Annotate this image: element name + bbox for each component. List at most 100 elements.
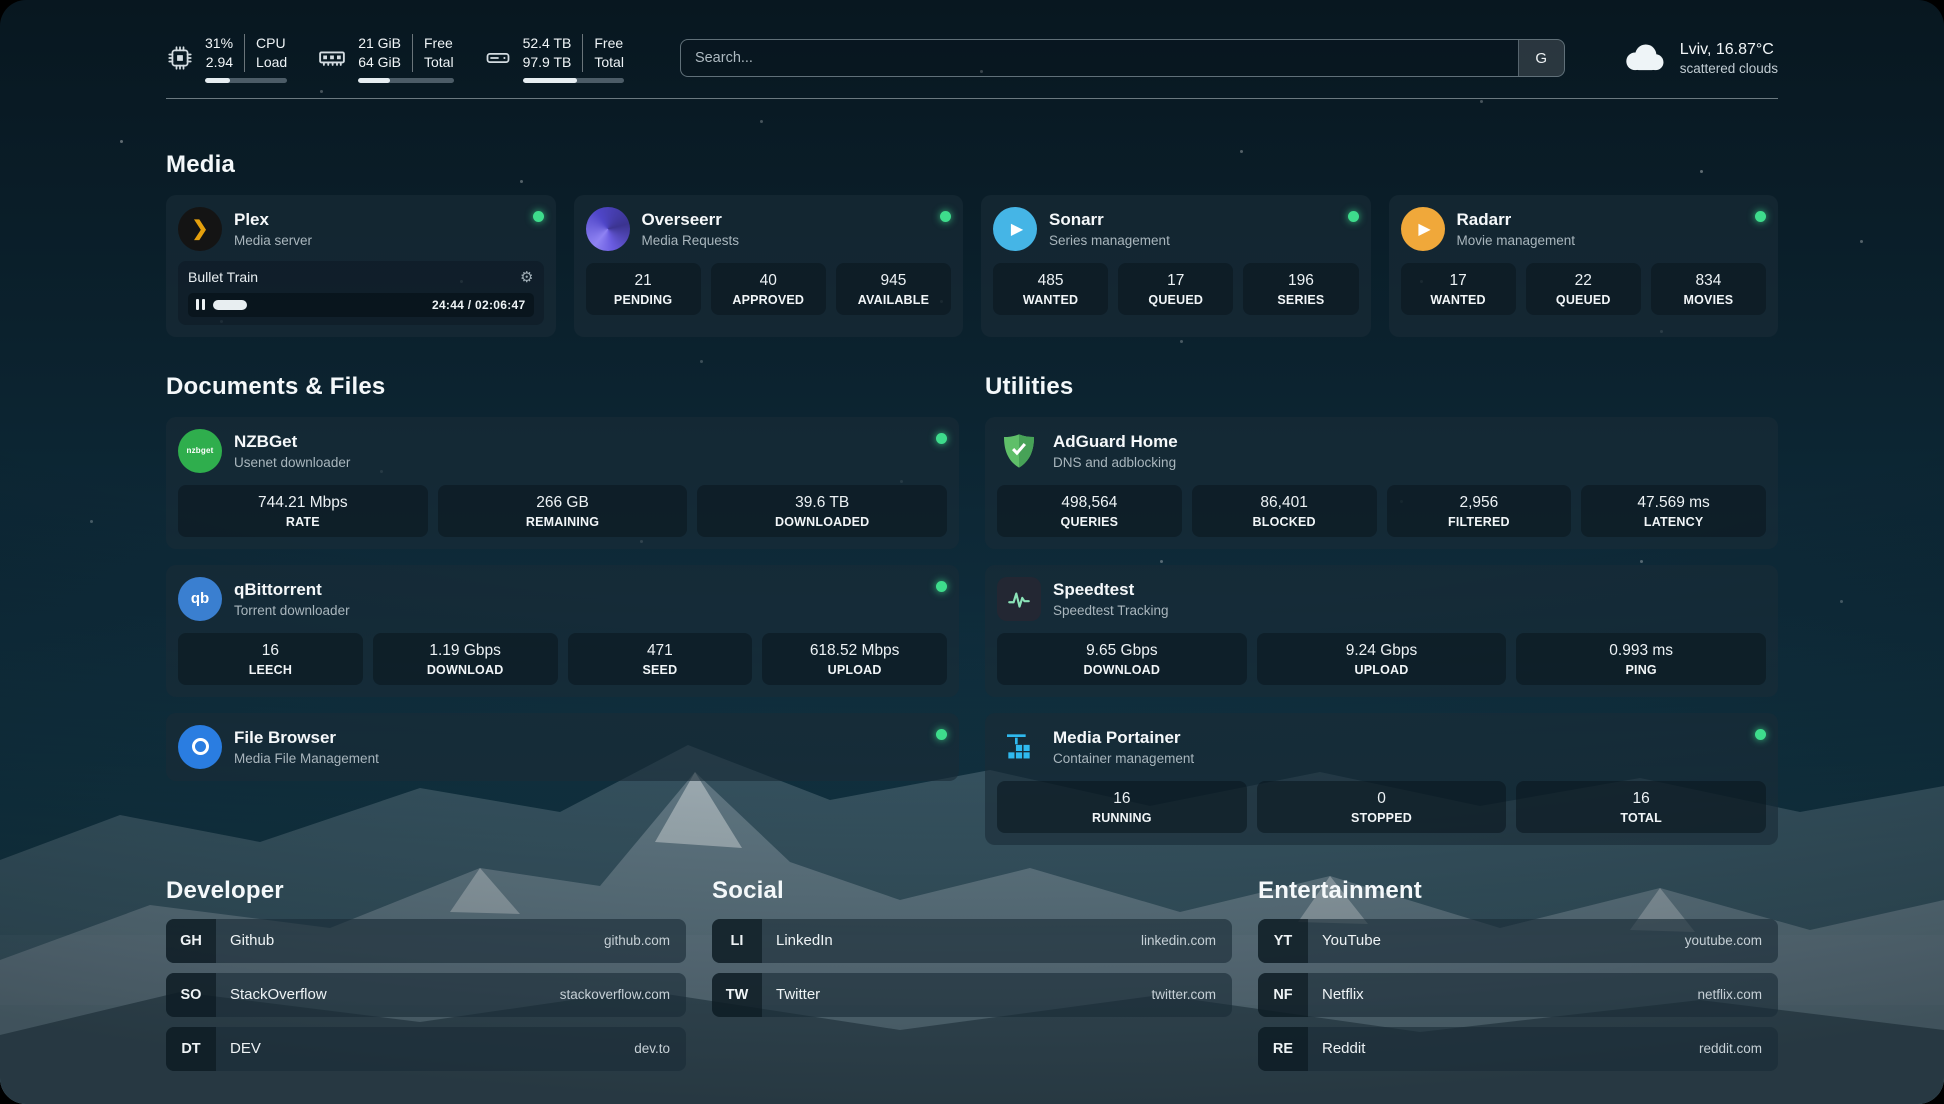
stat-label: QUEUED (1148, 292, 1204, 307)
plex-icon: ❯ (178, 206, 222, 251)
stat-value: 485 (1037, 271, 1064, 289)
bookmark-linkedin[interactable]: LI LinkedIn linkedin.com (712, 918, 1232, 963)
bookmark-netflix[interactable]: NF Netflix netflix.com (1258, 972, 1778, 1017)
stat-box: 47.569 ms LATENCY (1581, 484, 1766, 537)
bookmark-stackoverflow[interactable]: SO StackOverflow stackoverflow.com (166, 972, 686, 1017)
disk-free-label: Free (594, 35, 624, 51)
bookmark-dev[interactable]: DT DEV dev.to (166, 1026, 686, 1071)
qbittorrent-icon: qb (178, 576, 222, 621)
section-title-developer: Developer (166, 876, 284, 904)
stat-value: 16 (1632, 789, 1650, 807)
stat-box: 744.21 Mbps RATE (178, 484, 428, 537)
service-card-sonarr[interactable]: ▶ Sonarr Series management 485 WANTED (981, 194, 1371, 337)
bookmark-url: linkedin.com (1140, 933, 1216, 949)
ram-free-label: Free (424, 35, 453, 51)
stat-label: REMAINING (525, 514, 600, 529)
stat-box: 498,564 QUERIES (997, 484, 1182, 537)
section-title-utilities: Utilities (985, 372, 1074, 400)
stat-value: 16 (1113, 789, 1131, 807)
search-input[interactable] (680, 40, 1518, 77)
status-dot (936, 728, 947, 740)
stat-value: 1.19 Gbps (429, 641, 501, 659)
ram-total-label: Total (424, 53, 454, 70)
bookmark-abbr: DT (166, 1026, 216, 1071)
stat-value: 86,401 (1260, 493, 1308, 511)
bookmark-name: Reddit (1322, 1040, 1366, 1058)
bookmark-url: twitter.com (1151, 987, 1216, 1003)
bookmark-group-developer: Developer GH Github github.com SO StackO… (166, 877, 686, 1071)
cpu-load-value: 2.94 (205, 53, 234, 70)
search-provider-button[interactable]: G (1517, 40, 1564, 77)
topbar-divider (166, 97, 1778, 99)
cpu-load-label: Load (256, 53, 288, 70)
stat-value: 744.21 Mbps (258, 493, 348, 511)
stat-label: RUNNING (1091, 810, 1152, 825)
bookmark-name: Twitter (776, 986, 821, 1004)
bookmark-twitter[interactable]: TW Twitter twitter.com (712, 972, 1232, 1017)
stat-label: SEED (642, 662, 678, 677)
disk-icon (484, 44, 512, 72)
disk-free-value: 52.4 TB (522, 35, 572, 51)
weather-condition: scattered clouds (1679, 60, 1778, 76)
bookmark-github[interactable]: GH Github github.com (166, 918, 686, 963)
service-description: Movie management (1456, 232, 1576, 248)
playback-progress[interactable] (213, 299, 424, 310)
stat-value: 17 (1167, 271, 1185, 289)
section-documents: Documents & Files nzbget NZBGet Usenet d… (166, 373, 959, 781)
weather-location: Lviv, 16.87°C (1679, 40, 1774, 58)
bookmark-url: netflix.com (1697, 987, 1762, 1003)
portainer-icon (997, 725, 1041, 769)
cloud-icon (1621, 40, 1667, 77)
cpu-widget: 31% 2.94 CPU Load (166, 34, 288, 83)
service-card-speedtest[interactable]: Speedtest Speedtest Tracking 9.65 Gbps D… (985, 564, 1778, 697)
disk-progress-bar (522, 77, 624, 83)
stat-label: DOWNLOAD (1083, 662, 1161, 677)
service-name: Speedtest (1053, 579, 1135, 599)
bookmark-abbr: TW (712, 972, 762, 1017)
service-card-qbittorrent[interactable]: qb qBittorrent Torrent downloader 16 LEE… (166, 564, 959, 697)
status-dot (940, 210, 951, 222)
service-description: Speedtest Tracking (1053, 602, 1169, 618)
playback-time: 24:44 / 02:06:47 (431, 297, 526, 312)
stat-value: 39.6 TB (795, 493, 850, 511)
stat-box: 471 SEED (567, 632, 753, 685)
bookmark-youtube[interactable]: YT YouTube youtube.com (1258, 918, 1778, 963)
service-name: File Browser (234, 727, 337, 747)
service-card-adguard[interactable]: AdGuard Home DNS and adblocking 498,564 … (985, 416, 1778, 549)
stat-label: AVAILABLE (857, 292, 930, 307)
stat-label: DOWNLOADED (775, 514, 870, 529)
stat-value: 2,956 (1459, 493, 1499, 511)
stat-label: UPLOAD (1354, 662, 1409, 677)
section-utilities: Utilities AdGuard Home DNS and (985, 373, 1778, 845)
stat-value: 17 (1449, 271, 1467, 289)
stat-label: QUERIES (1060, 514, 1119, 529)
bookmark-reddit[interactable]: RE Reddit reddit.com (1258, 1026, 1778, 1071)
stat-box: 0 STOPPED (1256, 780, 1507, 833)
service-description: Media server (234, 232, 313, 248)
service-card-nzbget[interactable]: nzbget NZBGet Usenet downloader 744.21 M… (166, 416, 959, 549)
service-card-portainer[interactable]: Media Portainer Container management 16 … (985, 712, 1778, 845)
stat-label: LEECH (248, 662, 293, 677)
stat-box: 40 APPROVED (710, 262, 826, 315)
service-card-plex[interactable]: ❯ Plex Media server Bullet Train ⚙ (166, 194, 556, 337)
stat-value: 498,564 (1061, 493, 1118, 511)
settings-gear-icon[interactable]: ⚙ (520, 268, 534, 286)
service-card-overseerr[interactable]: Overseerr Media Requests 21 PENDING 40 A… (573, 194, 963, 337)
service-card-filebrowser[interactable]: File Browser Media File Management (166, 712, 959, 781)
cpu-label: CPU (256, 35, 286, 51)
ram-free-value: 21 GiB (358, 35, 401, 51)
stat-label: WANTED (1022, 292, 1079, 307)
stat-box: 485 WANTED (993, 262, 1109, 315)
pause-icon[interactable] (196, 299, 205, 311)
stat-box: 39.6 TB DOWNLOADED (697, 484, 948, 537)
service-card-radarr[interactable]: ▶ Radarr Movie management 17 WANTED (1388, 194, 1778, 337)
stat-box: 2,956 FILTERED (1386, 484, 1572, 537)
bookmark-abbr: RE (1258, 1026, 1308, 1071)
radarr-icon: ▶ (1400, 206, 1445, 251)
bookmark-group-entertainment: Entertainment YT YouTube youtube.com NF … (1258, 877, 1778, 1071)
service-description: Media Requests (641, 232, 740, 248)
stat-label: QUEUED (1555, 292, 1611, 307)
stat-value: 16 (261, 641, 279, 659)
stat-box: 17 QUEUED (1118, 262, 1234, 315)
